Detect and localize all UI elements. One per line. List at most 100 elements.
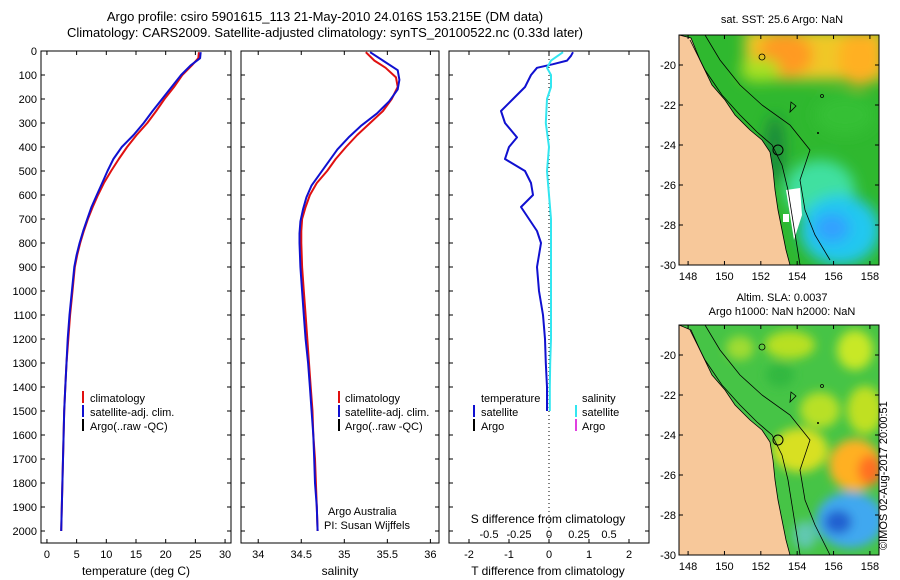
difference-xlabel-top: S difference from climatology bbox=[471, 512, 626, 526]
series-line-salinity-satellite bbox=[544, 51, 564, 411]
lon-tick-label: 150 bbox=[715, 271, 733, 283]
sla-map-title: Altim. SLA: 0.0037 bbox=[736, 292, 827, 304]
sla-map-ticks: 148 150 152 154 156 158 -20 -22 -24 -26 -28 -30 bbox=[660, 325, 879, 573]
series-line-satellite-adj-clim- bbox=[298, 51, 401, 532]
lat-tick-label: -28 bbox=[660, 220, 676, 232]
depth-tick-label: 1300 bbox=[13, 358, 37, 370]
temperature-panel: 0100200300400500600700800900100011001200… bbox=[13, 46, 232, 578]
depth-tick-label: 600 bbox=[19, 190, 37, 202]
difference-panel: -2 -1 0 1 2 -0.5 -0.25 0 0.25 0.5 S difference fr… bbox=[448, 50, 650, 578]
sla-map-frame bbox=[678, 324, 880, 556]
salinity-annotation-line2: PI: Susan Wijffels bbox=[324, 520, 410, 532]
lon-tick-label: 152 bbox=[752, 561, 770, 573]
depth-tick-label: 1000 bbox=[13, 286, 37, 298]
salinity-legend-satellite: satellite-adj. clim. bbox=[345, 407, 429, 419]
x-tick-label: 35 bbox=[338, 549, 350, 561]
lon-tick-label: 158 bbox=[861, 561, 879, 573]
depth-tick-label: 900 bbox=[19, 262, 37, 274]
temperature-legend-argo: Argo(..raw -QC) bbox=[90, 421, 168, 433]
lat-tick-label: -24 bbox=[660, 430, 676, 442]
difference-legend: temperature satellite Argo salinity sate… bbox=[473, 393, 619, 433]
s-diff-tick-label: 0.5 bbox=[601, 529, 616, 541]
salinity-xlabel: salinity bbox=[322, 564, 359, 578]
difference-legend-salinity-argo: Argo bbox=[582, 421, 605, 433]
x-tick-label: 36 bbox=[424, 549, 436, 561]
difference-xlabel: T difference from climatology bbox=[471, 564, 625, 578]
temperature-axes bbox=[40, 50, 232, 544]
lon-tick-label: 154 bbox=[788, 271, 806, 283]
lon-tick-label: 148 bbox=[679, 271, 697, 283]
depth-tick-label: 100 bbox=[19, 70, 37, 82]
sla-map-subtitle: Argo h1000: NaN h2000: NaN bbox=[709, 306, 856, 318]
depth-tick-label: 1900 bbox=[13, 502, 37, 514]
temperature-lines bbox=[60, 52, 202, 532]
salinity-legend-argo: Argo(..raw -QC) bbox=[345, 421, 423, 433]
x-tick-label: 35.5 bbox=[377, 549, 398, 561]
depth-tick-label: 1100 bbox=[13, 310, 37, 322]
lat-tick-label: -28 bbox=[660, 510, 676, 522]
salinity-legend: climatology satellite-adj. clim. Argo(..… bbox=[338, 391, 429, 433]
difference-legend-temperature-argo: Argo bbox=[481, 421, 504, 433]
lat-tick-label: -22 bbox=[660, 390, 676, 402]
depth-tick-label: 1600 bbox=[13, 430, 37, 442]
x-tick-label: 10 bbox=[100, 549, 112, 561]
difference-lines bbox=[500, 51, 574, 411]
lat-tick-label: -22 bbox=[660, 100, 676, 112]
lon-tick-label: 158 bbox=[861, 271, 879, 283]
depth-tick-label: 2000 bbox=[13, 526, 37, 538]
sst-map-ticks: 148 150 152 154 156 158 -20 -22 -24 -26 -28 -30 bbox=[660, 35, 879, 283]
lat-tick-label: -20 bbox=[660, 60, 676, 72]
temperature-legend-climatology: climatology bbox=[90, 393, 146, 405]
x-tick-label: 34 bbox=[252, 549, 264, 561]
temperature-legend-satellite: satellite-adj. clim. bbox=[90, 407, 174, 419]
depth-tick-label: 1800 bbox=[13, 478, 37, 490]
lat-tick-label: -26 bbox=[660, 470, 676, 482]
sst-map-title: sat. SST: 25.6 Argo: NaN bbox=[721, 14, 843, 26]
x-tick-label: 1 bbox=[586, 549, 592, 561]
x-tick-label: -2 bbox=[464, 549, 474, 561]
temperature-legend: climatology satellite-adj. clim. Argo(..… bbox=[82, 391, 174, 433]
difference-ticks: -2 -1 0 1 2 -0.5 -0.25 0 0.25 0.5 bbox=[449, 50, 649, 561]
figure-title-line2: Climatology: CARS2009. Satellite-adjuste… bbox=[67, 25, 583, 40]
depth-tick-label: 400 bbox=[19, 142, 37, 154]
x-tick-label: 20 bbox=[160, 549, 172, 561]
lat-tick-label: -30 bbox=[660, 260, 676, 272]
lon-tick-label: 156 bbox=[824, 561, 842, 573]
x-tick-label: 0 bbox=[546, 549, 552, 561]
x-tick-label: 34.5 bbox=[291, 549, 312, 561]
depth-tick-label: 1200 bbox=[13, 334, 37, 346]
depth-tick-label: 800 bbox=[19, 238, 37, 250]
x-tick-label: 30 bbox=[219, 549, 231, 561]
sla-map: Altim. SLA: 0.0037 Argo h1000: NaN h2000… bbox=[660, 292, 880, 573]
lon-tick-label: 154 bbox=[788, 561, 806, 573]
salinity-annotation-line1: Argo Australia bbox=[328, 506, 397, 518]
lon-tick-label: 152 bbox=[752, 271, 770, 283]
lat-tick-label: -20 bbox=[660, 350, 676, 362]
lon-tick-label: 156 bbox=[824, 271, 842, 283]
salinity-lines bbox=[298, 51, 401, 532]
x-tick-label: -1 bbox=[504, 549, 514, 561]
sst-map-frame bbox=[678, 34, 880, 266]
depth-tick-label: 1400 bbox=[13, 382, 37, 394]
x-tick-label: 0 bbox=[44, 549, 50, 561]
series-line-satellite-adj-clim- bbox=[60, 52, 202, 532]
s-diff-tick-label: 0 bbox=[546, 529, 552, 541]
lat-tick-label: -30 bbox=[660, 550, 676, 562]
salinity-panel: 34 34.5 35 35.5 36 salinity climatology sate… bbox=[240, 50, 440, 578]
sla-map-argo-marker bbox=[772, 434, 784, 446]
s-diff-tick-label: -0.5 bbox=[480, 529, 499, 541]
figure-title-line1: Argo profile: csiro 5901615_113 21-May-2… bbox=[106, 9, 544, 24]
depth-tick-label: 300 bbox=[19, 118, 37, 130]
s-diff-tick-label: -0.25 bbox=[506, 529, 531, 541]
depth-tick-label: 1500 bbox=[13, 406, 37, 418]
difference-legend-temperature-title: temperature bbox=[481, 393, 540, 405]
lon-tick-label: 148 bbox=[679, 561, 697, 573]
x-tick-label: 15 bbox=[130, 549, 142, 561]
sst-map-argo-marker bbox=[772, 144, 784, 156]
series-line-temperature-satellite bbox=[500, 51, 574, 411]
depth-tick-label: 700 bbox=[19, 214, 37, 226]
temperature-xlabel: temperature (deg C) bbox=[82, 564, 190, 578]
salinity-axes bbox=[240, 50, 440, 544]
difference-legend-salinity-title: salinity bbox=[582, 393, 616, 405]
